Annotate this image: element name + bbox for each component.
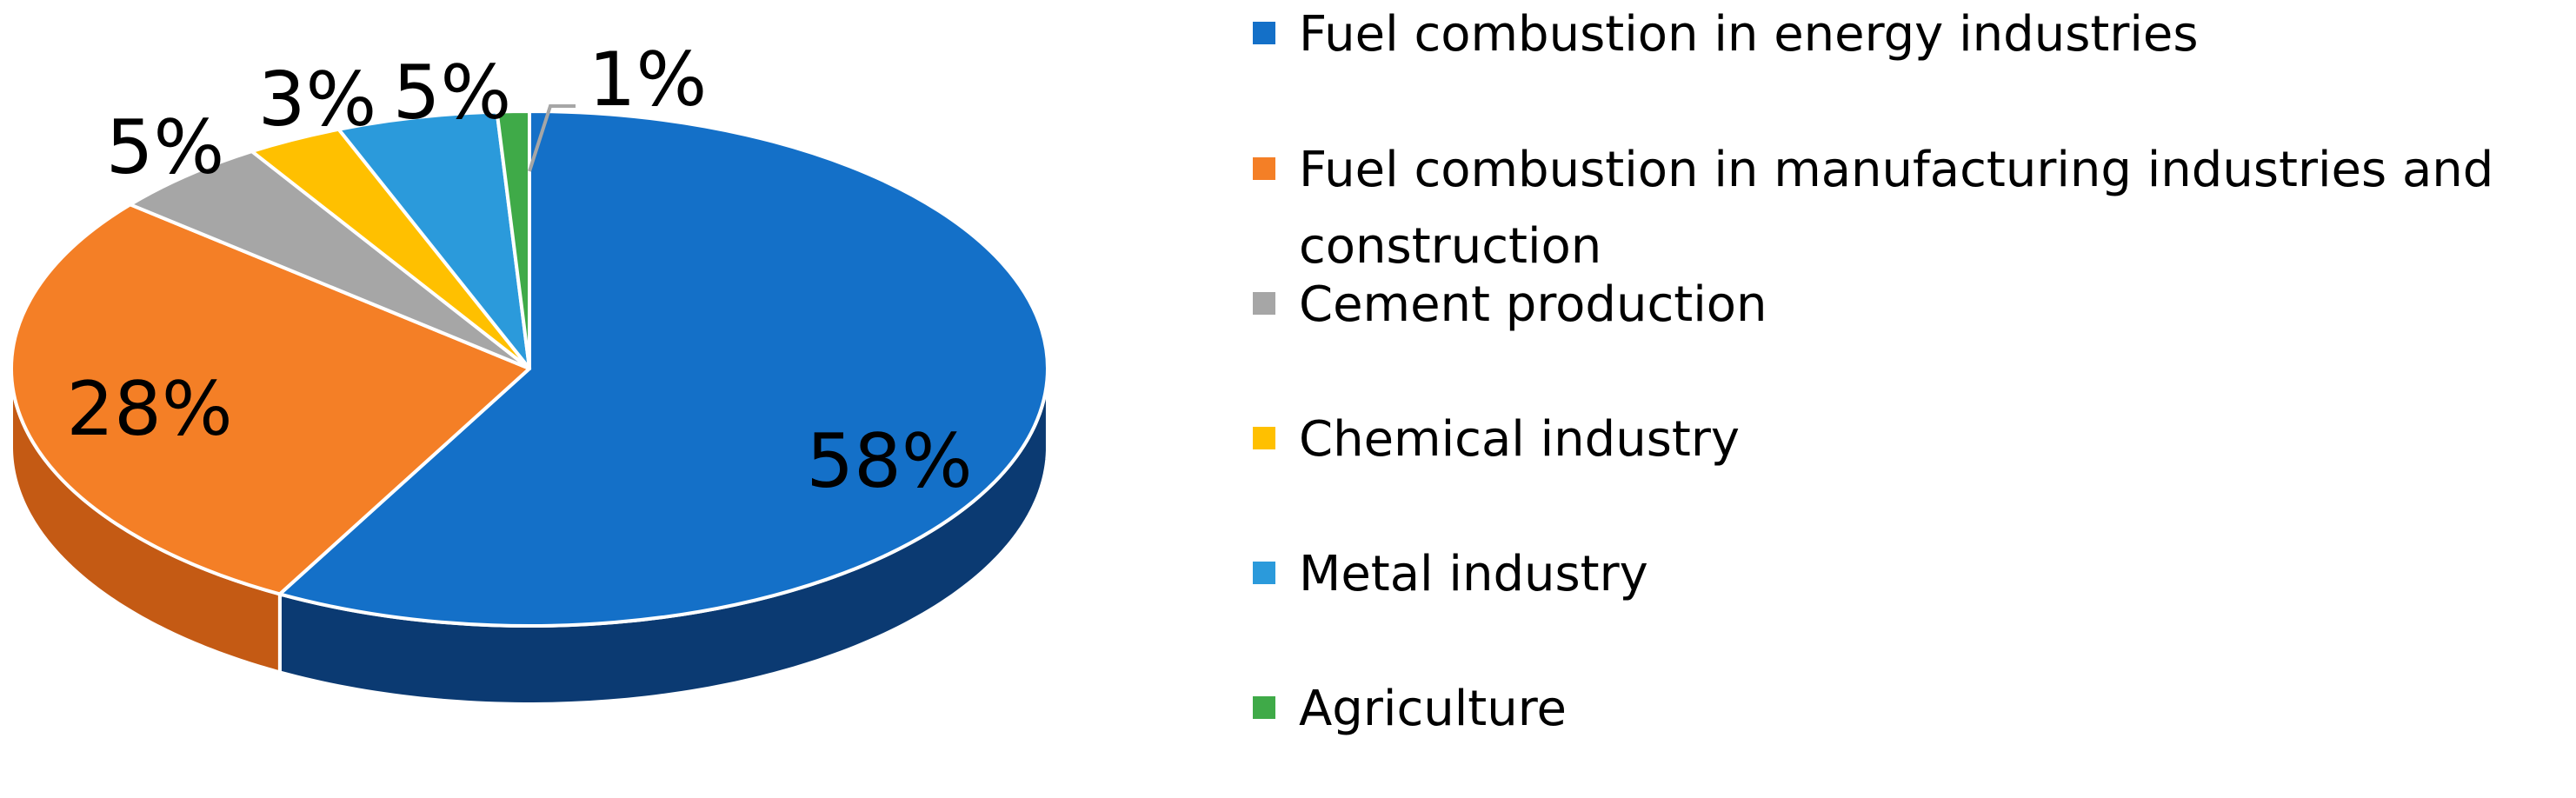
pie-slice-manufacturing: [10, 203, 531, 596]
slice-label-cement: 5%: [106, 104, 224, 191]
pie-slice-metal: [336, 110, 531, 370]
legend-label-chemical: Chemical industry: [1299, 411, 1740, 468]
pie-layer: [10, 109, 1049, 706]
legend-item-energy: Fuel combustion in energy industries: [1253, 6, 2199, 63]
legend-item-manufacturing: Fuel combustion in manufacturing industr…: [1253, 142, 2509, 275]
legend-swatch-metal: [1253, 562, 1275, 584]
legend: Fuel combustion in energy industries Fue…: [1253, 6, 2509, 737]
slice-label-chemical: 3%: [258, 57, 376, 143]
legend-swatch-cement: [1253, 292, 1275, 315]
slice-label-agriculture: 1%: [589, 37, 707, 123]
slice-label-metal: 5%: [393, 50, 511, 136]
pie-slice-cement: [128, 150, 531, 370]
legend-item-chemical: Chemical industry: [1253, 411, 1740, 468]
agriculture-leader-line: [528, 104, 576, 172]
data-labels: 58% 28% 5% 3% 5% 1%: [66, 37, 972, 505]
legend-swatch-agriculture: [1253, 696, 1275, 719]
slice-label-energy: 58%: [806, 418, 972, 505]
legend-label-manufacturing-line1: Fuel combustion in manufacturing industr…: [1299, 142, 2493, 198]
pie-slice-energy: [277, 110, 1049, 628]
legend-swatch-chemical: [1253, 427, 1275, 449]
legend-label-metal: Metal industry: [1299, 546, 1648, 602]
legend-item-metal: Metal industry: [1253, 546, 1648, 602]
legend-label-cement: Cement production: [1299, 276, 1767, 333]
legend-item-cement: Cement production: [1253, 276, 1767, 333]
pie-slice-agriculture: [495, 109, 531, 370]
legend-label-energy: Fuel combustion in energy industries: [1299, 6, 2199, 63]
slice-label-manufacturing: 28%: [66, 366, 232, 453]
legend-swatch-manufacturing: [1253, 157, 1275, 180]
legend-label-agriculture: Agriculture: [1299, 681, 1567, 737]
legend-label-manufacturing: Fuel combustion in manufacturing industr…: [1299, 142, 2509, 275]
legend-item-agriculture: Agriculture: [1253, 681, 1567, 737]
legend-label-manufacturing-line2: construction: [1299, 218, 1601, 275]
legend-swatch-energy: [1253, 22, 1275, 44]
